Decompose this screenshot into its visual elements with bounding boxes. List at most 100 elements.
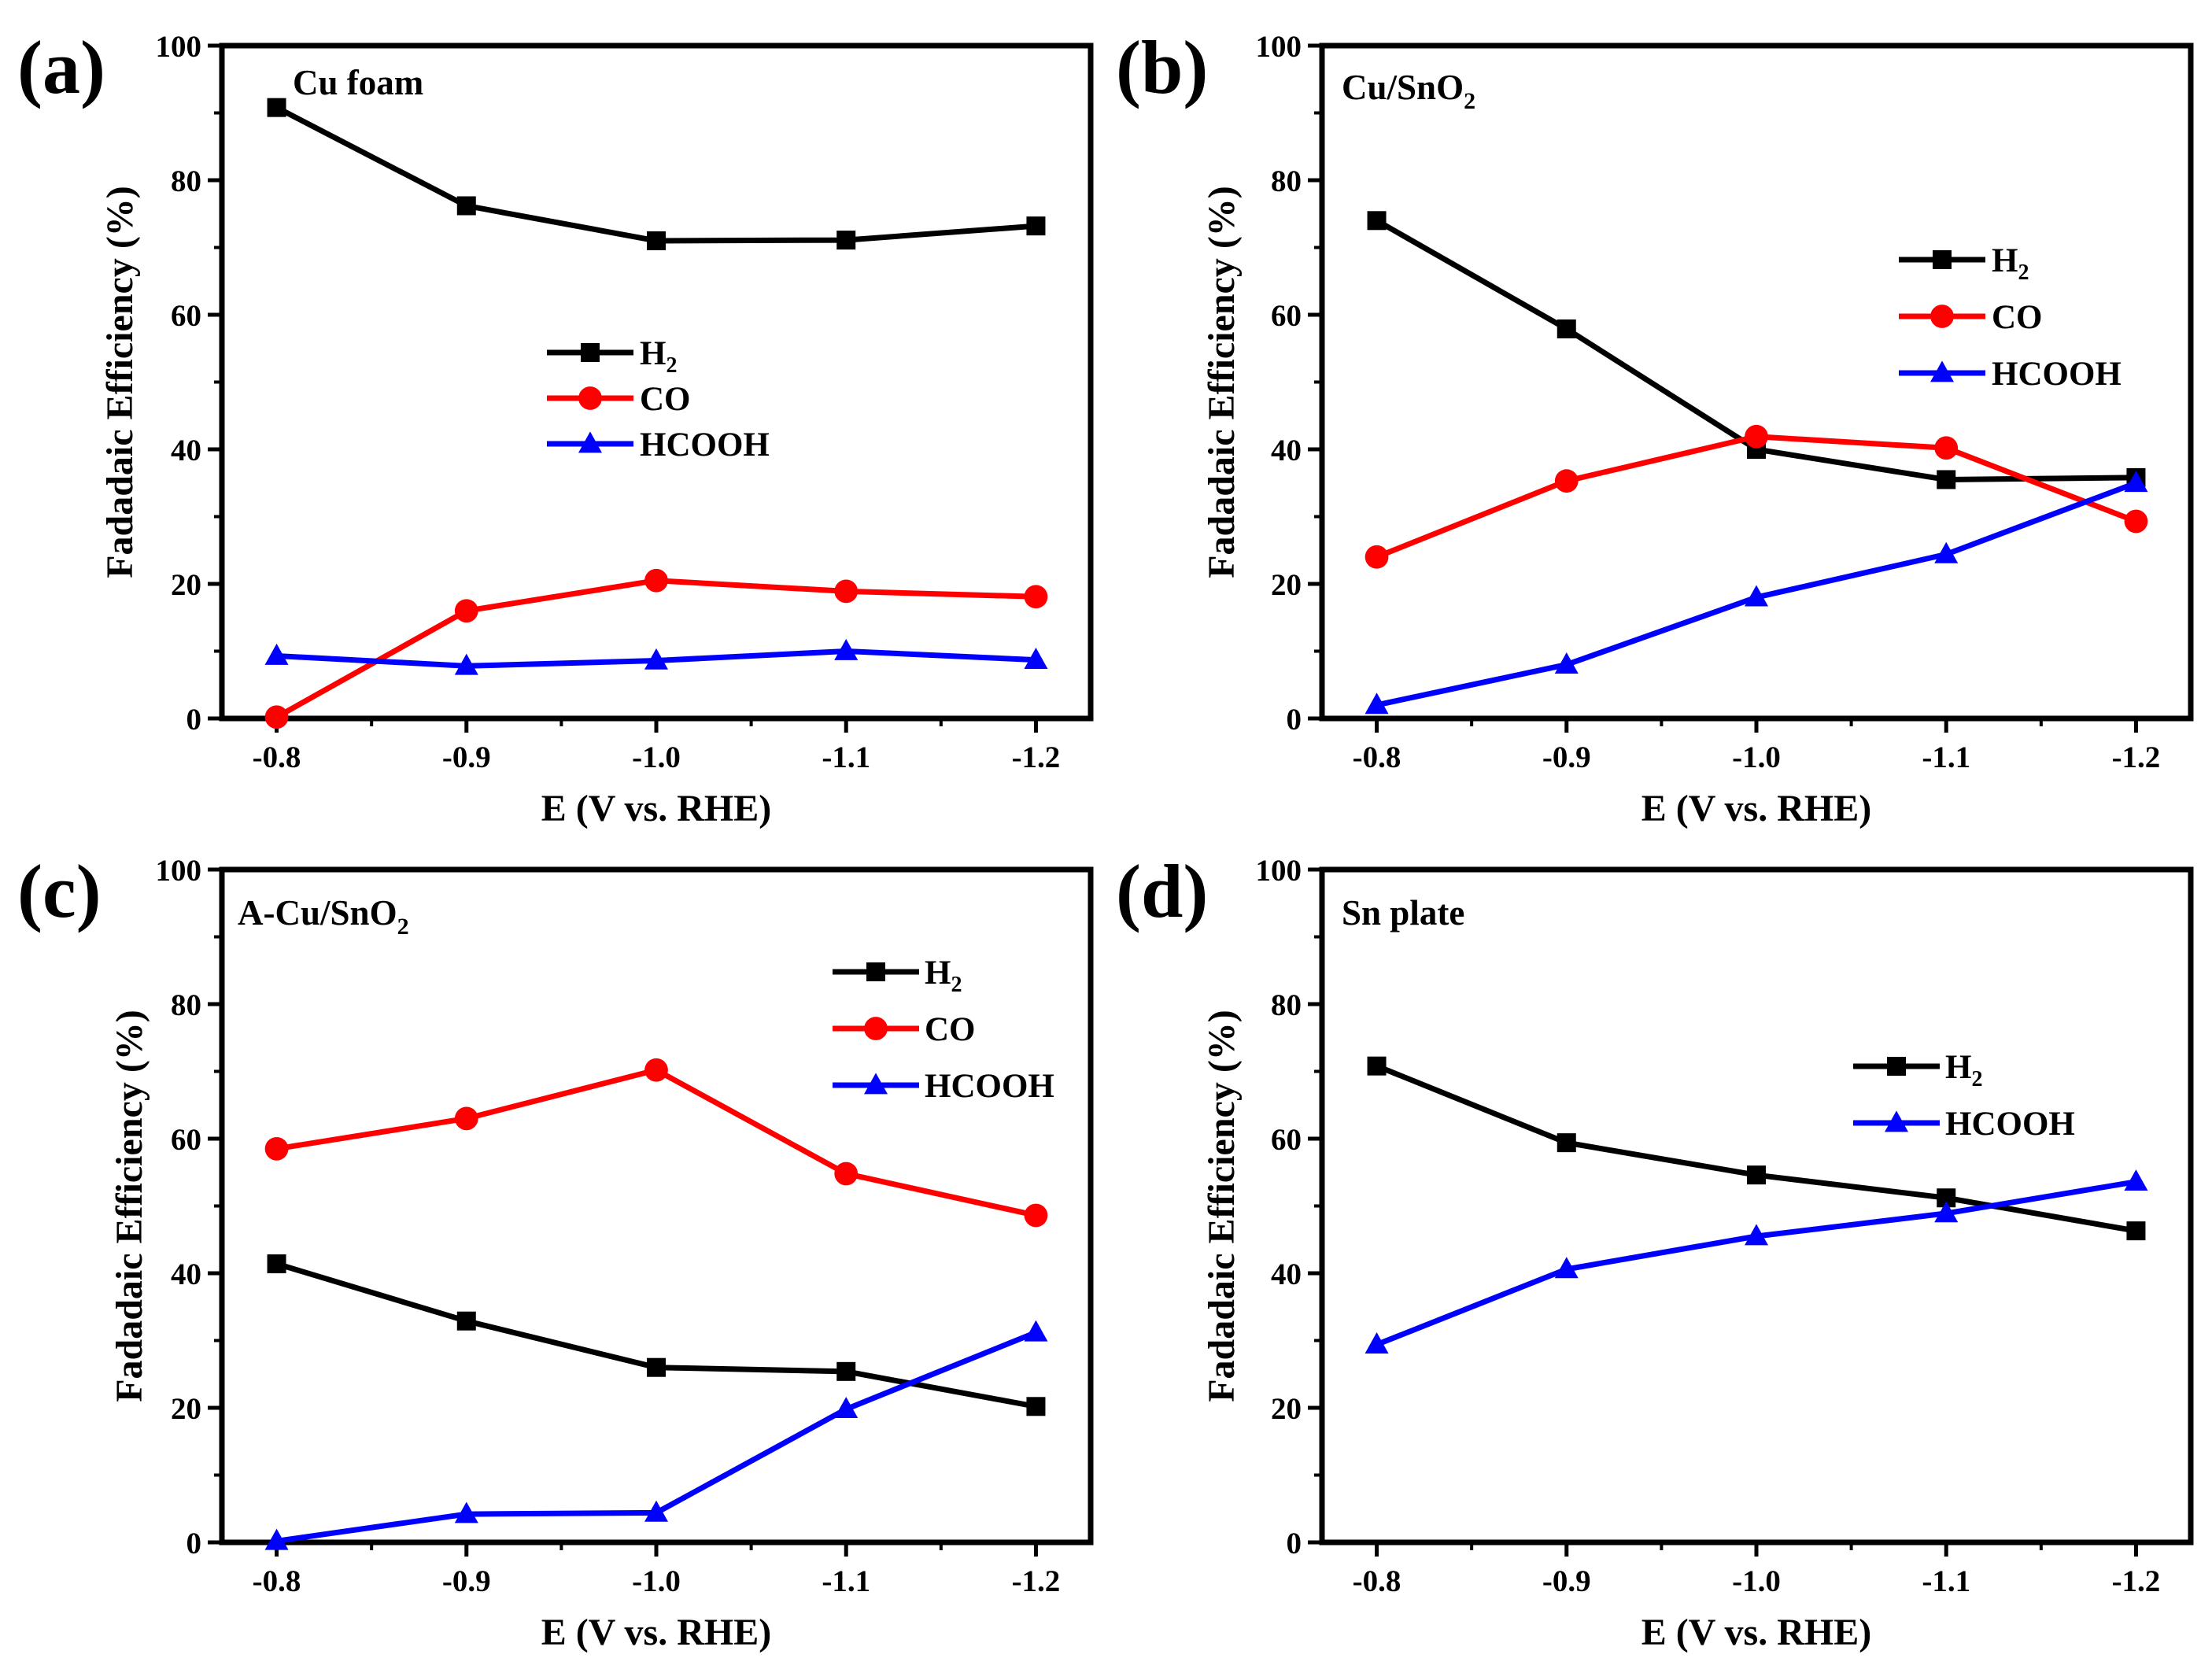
y-tick-label: 60 bbox=[1271, 1123, 1302, 1157]
legend-item: H2 bbox=[1853, 1049, 1982, 1091]
data-point bbox=[644, 568, 668, 593]
legend-label: H2 bbox=[640, 335, 677, 378]
data-point bbox=[1364, 692, 1389, 715]
data-point bbox=[644, 1058, 668, 1082]
legend-label: CO bbox=[1992, 299, 2043, 336]
x-tick-label: -1.2 bbox=[1012, 740, 1061, 774]
series-co bbox=[264, 1058, 1048, 1228]
y-tick-label: 40 bbox=[171, 434, 201, 467]
panel-title: Sn plate bbox=[1342, 893, 1464, 933]
legend-marker bbox=[864, 1017, 888, 1040]
data-point bbox=[1557, 1133, 1576, 1153]
data-point bbox=[836, 1361, 856, 1381]
x-axis-title: E (V vs. RHE) bbox=[541, 788, 771, 829]
y-tick-label: 80 bbox=[171, 164, 201, 198]
panel-c: 0 20 40 60 80 100 -0.8 -0.9 -1.0 -1.1 -1.2 E (V vs.… bbox=[17, 849, 1094, 1653]
y-axis-title: Fadadaic Efficiency (%) bbox=[1201, 186, 1243, 578]
data-point bbox=[1364, 1332, 1389, 1354]
data-point bbox=[1367, 211, 1387, 231]
data-point bbox=[834, 1397, 859, 1419]
panel-title: A-Cu/SnO2 bbox=[238, 893, 409, 940]
x-tick-label: -1.2 bbox=[2112, 1564, 2161, 1598]
y-axis: 0 20 40 60 80 100 bbox=[156, 30, 222, 737]
x-axis: -0.8 -0.9 -1.0 -1.1 -1.2 bbox=[253, 718, 1061, 774]
x-tick-label: -0.8 bbox=[1353, 740, 1401, 774]
x-tick-label: -0.8 bbox=[253, 1564, 301, 1598]
x-tick-label: -1.0 bbox=[1732, 740, 1781, 774]
legend-label-subscript: 2 bbox=[951, 973, 962, 997]
series-h2 bbox=[267, 1254, 1046, 1416]
data-point bbox=[456, 1311, 476, 1331]
data-point bbox=[454, 653, 478, 675]
legend-marker bbox=[1930, 360, 1954, 382]
legend-marker bbox=[578, 431, 602, 453]
legend-marker bbox=[866, 962, 885, 981]
series-line bbox=[1376, 1063, 2137, 1234]
panel-title: Cu foam bbox=[293, 63, 423, 102]
x-tick-label: -1.0 bbox=[1732, 1564, 1781, 1598]
series-line bbox=[275, 105, 1036, 244]
data-point bbox=[834, 579, 859, 604]
data-point bbox=[267, 1254, 286, 1274]
series-hcooh bbox=[264, 1320, 1048, 1550]
data-point bbox=[264, 643, 289, 665]
data-point bbox=[1554, 1257, 1579, 1279]
legend-marker bbox=[578, 386, 602, 410]
data-point bbox=[1367, 1056, 1387, 1076]
x-tick-label: -0.8 bbox=[1353, 1564, 1401, 1598]
panel-letter: (d) bbox=[1116, 849, 1208, 933]
data-point bbox=[454, 1501, 478, 1523]
legend-marker bbox=[1887, 1057, 1906, 1076]
x-axis: -0.8 -0.9 -1.0 -1.1 -1.2 bbox=[1353, 718, 2161, 774]
data-point bbox=[647, 231, 666, 250]
x-tick-label: -0.9 bbox=[442, 740, 491, 774]
panel-title-subscript: 2 bbox=[397, 914, 409, 940]
data-point bbox=[1934, 541, 1959, 563]
legend-item: HCOOH bbox=[1853, 1106, 2075, 1143]
series-hcooh bbox=[1364, 1169, 2148, 1354]
series-line bbox=[1376, 1179, 2137, 1347]
data-point bbox=[1747, 1165, 1766, 1185]
legend-marker bbox=[581, 343, 600, 362]
y-tick-label: 40 bbox=[1271, 434, 1302, 467]
data-point bbox=[264, 1528, 289, 1550]
data-point bbox=[454, 599, 478, 623]
x-tick-label: -1.0 bbox=[632, 1564, 681, 1598]
y-tick-label: 100 bbox=[1256, 854, 1302, 888]
y-axis-title: Fadadaic Efficiency (%) bbox=[109, 1010, 150, 1402]
series-co bbox=[1364, 424, 2148, 569]
x-tick-label: -1.1 bbox=[822, 1564, 870, 1598]
legend: H2 CO HCOOH bbox=[1899, 242, 2122, 393]
data-point bbox=[1026, 1397, 1046, 1416]
y-tick-label: 20 bbox=[171, 1392, 201, 1426]
y-tick-label: 0 bbox=[186, 703, 202, 737]
y-axis-title: Fadadaic Efficiency (%) bbox=[99, 186, 141, 578]
data-point bbox=[834, 1161, 859, 1186]
data-point bbox=[1024, 647, 1048, 669]
series-co bbox=[264, 568, 1048, 729]
legend-label-subscript: 2 bbox=[2018, 260, 2029, 285]
data-point bbox=[644, 1500, 668, 1522]
data-point bbox=[1745, 585, 1768, 607]
y-tick-label: 100 bbox=[1256, 30, 1302, 64]
data-point bbox=[1745, 1224, 1768, 1246]
data-point bbox=[2126, 1221, 2146, 1241]
data-point bbox=[644, 648, 668, 670]
series-line bbox=[276, 1067, 1037, 1218]
legend-marker bbox=[1933, 250, 1952, 269]
legend-item: CO bbox=[833, 1011, 976, 1048]
panel-letter: (a) bbox=[17, 25, 105, 109]
x-tick-label: -1.0 bbox=[632, 740, 681, 774]
legend-label: HCOOH bbox=[1945, 1106, 2075, 1143]
plot-frame bbox=[1319, 866, 2194, 1546]
x-tick-label: -0.9 bbox=[442, 1564, 491, 1598]
series-hcooh bbox=[264, 638, 1048, 675]
panel-a: 0 20 40 60 80 100 -0.8 -0.9 -1.0 -1.1 -1.2 E (V vs.… bbox=[17, 25, 1094, 829]
y-tick-label: 100 bbox=[156, 30, 202, 64]
panel-b: 0 20 40 60 80 100 -0.8 -0.9 -1.0 -1.1 -1.2 E (V vs.… bbox=[1116, 25, 2194, 829]
data-point bbox=[1745, 424, 1768, 449]
x-tick-label: -1.2 bbox=[2112, 740, 2161, 774]
y-tick-label: 40 bbox=[1271, 1258, 1302, 1291]
panel-letter: (b) bbox=[1116, 25, 1208, 109]
